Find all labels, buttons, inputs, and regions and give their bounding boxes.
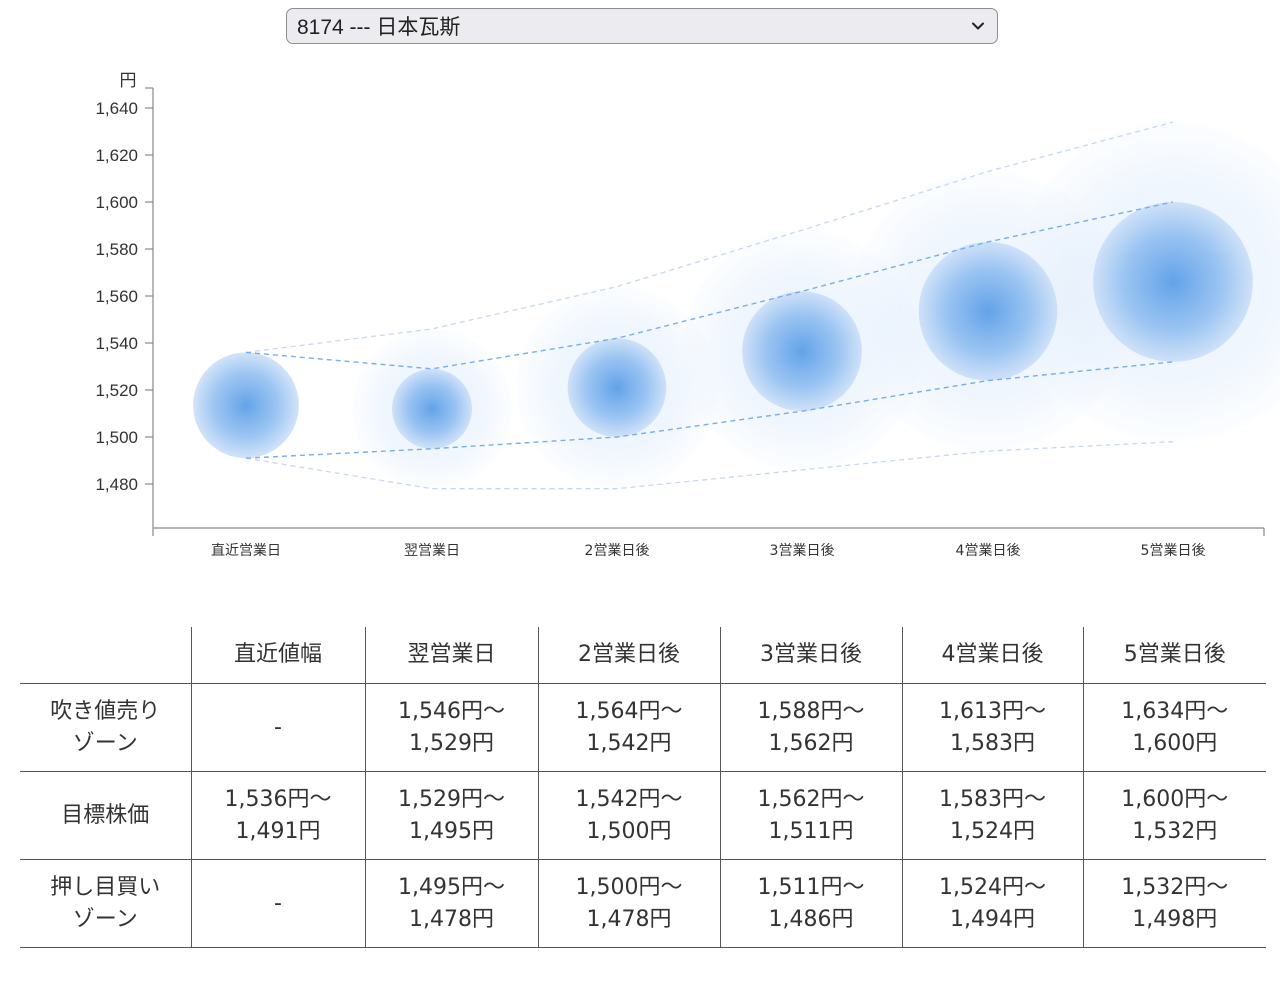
table-cell: 1,529円〜 1,495円 bbox=[365, 771, 539, 860]
target-range-bubble bbox=[918, 241, 1058, 381]
row-label: 目標株価 bbox=[20, 771, 192, 860]
table-cell: - bbox=[191, 859, 366, 948]
table-cell: 1,542円〜 1,500円 bbox=[538, 771, 721, 860]
table-header: 直近値幅 bbox=[191, 627, 366, 684]
table-cell: 1,588円〜 1,562円 bbox=[720, 683, 903, 772]
x-tick-label: 3営業日後 bbox=[770, 543, 835, 559]
table-cell: - bbox=[191, 683, 366, 772]
x-tick-label: 4営業日後 bbox=[956, 543, 1021, 559]
y-tick-label: 1,640 bbox=[95, 99, 138, 118]
table-cell: 1,600円〜 1,532円 bbox=[1083, 771, 1266, 860]
table-row: 押し目買い ゾーン -1,495円〜 1,478円 1,500円〜 1,478円 1,511… bbox=[20, 859, 1266, 948]
y-axis-unit-label: 円 bbox=[120, 71, 137, 90]
x-tick-label: 直近営業日 bbox=[211, 542, 281, 559]
table-cell: 1,524円〜 1,494円 bbox=[902, 859, 1084, 948]
table-header: 4営業日後 bbox=[902, 627, 1084, 684]
table-cell: 1,532円〜 1,498円 bbox=[1083, 859, 1266, 948]
y-tick-label: 1,620 bbox=[95, 146, 138, 165]
table-cell: 1,562円〜 1,511円 bbox=[720, 771, 903, 860]
target-range-bubble bbox=[742, 291, 862, 412]
y-tick-label: 1,480 bbox=[95, 475, 138, 494]
target-range-bubble bbox=[392, 368, 472, 449]
table-cell: 1,564円〜 1,542円 bbox=[538, 683, 721, 772]
table-row: 吹き値売り ゾーン -1,546円〜 1,529円 1,564円〜 1,542円 1,588… bbox=[20, 683, 1266, 772]
price-range-chart: 円 1,480 1,500 1,520 1,540 1,560 1,580 1,600 1,62… bbox=[95, 71, 1280, 559]
table-cell: 1,511円〜 1,486円 bbox=[720, 859, 903, 948]
target-upper-line bbox=[245, 201, 1174, 370]
table-cell: 1,583円〜 1,524円 bbox=[902, 771, 1084, 860]
table-header: 3営業日後 bbox=[720, 627, 903, 684]
table-cell: 1,495円〜 1,478円 bbox=[365, 859, 539, 948]
target-range-bubble bbox=[1093, 202, 1253, 362]
row-label: 押し目買い ゾーン bbox=[20, 859, 192, 948]
sell-zone-line bbox=[245, 121, 1174, 354]
table-header: 翌営業日 bbox=[365, 627, 539, 684]
table-row: 目標株価 1,536円〜 1,491円 1,529円〜 1,495円 1,542円〜 1,5… bbox=[20, 771, 1266, 860]
y-tick-label: 1,580 bbox=[95, 240, 138, 259]
table-cell: 1,500円〜 1,478円 bbox=[538, 859, 721, 948]
y-tick-label: 1,500 bbox=[95, 428, 138, 447]
table-cell: 1,634円〜 1,600円 bbox=[1083, 683, 1266, 772]
table-header: 2営業日後 bbox=[538, 627, 721, 684]
table-header: 5営業日後 bbox=[1083, 627, 1266, 684]
target-lower-line bbox=[245, 361, 1174, 459]
target-range-bubble bbox=[567, 338, 667, 437]
table-cell: 1,613円〜 1,583円 bbox=[902, 683, 1084, 772]
stock-select-value: 8174 --- 日本瓦斯 bbox=[297, 16, 461, 39]
x-tick-label: 5営業日後 bbox=[1141, 543, 1206, 559]
chevron-down-icon bbox=[972, 22, 984, 30]
table-corner bbox=[20, 627, 192, 684]
stock-select[interactable]: 8174 --- 日本瓦斯 bbox=[286, 8, 998, 44]
row-label: 吹き値売り ゾーン bbox=[20, 683, 192, 772]
buy-zone-line bbox=[245, 441, 1174, 490]
table-cell: 1,546円〜 1,529円 bbox=[365, 683, 539, 772]
y-tick-label: 1,600 bbox=[95, 193, 138, 212]
x-tick-label: 2営業日後 bbox=[585, 543, 650, 559]
y-tick-label: 1,560 bbox=[95, 287, 138, 306]
table-cell: 1,536円〜 1,491円 bbox=[191, 771, 366, 860]
x-tick-label: 翌営業日 bbox=[404, 543, 460, 559]
zone-table: 直近値幅 翌営業日 2営業日後 3営業日後 4営業日後 5営業日後 吹き値売り ゾーン -1,5… bbox=[20, 627, 1266, 948]
y-tick-label: 1,540 bbox=[95, 334, 138, 353]
target-range-bubble bbox=[193, 352, 299, 459]
y-tick-label: 1,520 bbox=[95, 381, 138, 400]
